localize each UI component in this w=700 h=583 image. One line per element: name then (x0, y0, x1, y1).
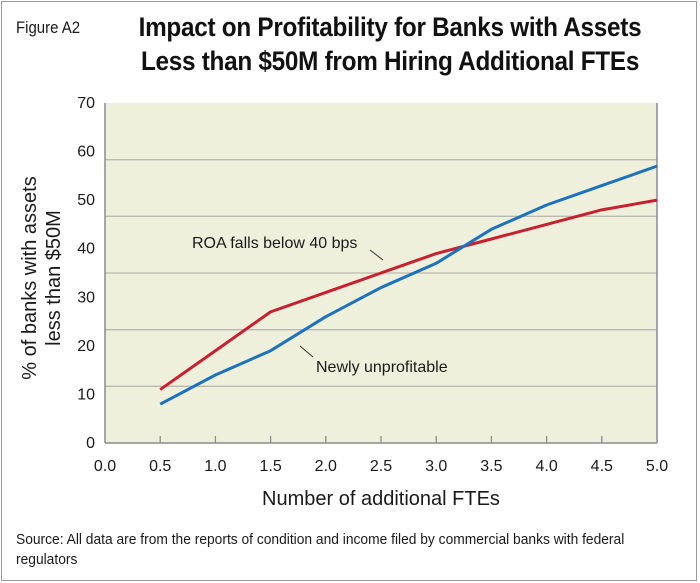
x-tick-label: 5.0 (646, 458, 668, 475)
series-lines (159, 164, 658, 406)
x-axis-title: Number of additional FTEs (262, 488, 500, 510)
annotations: ROA falls below 40 bps Newly unprofitabl… (192, 235, 448, 376)
y-axis-title-line-1: % of banks with assets (19, 176, 41, 379)
x-tick-label: 0.5 (149, 458, 171, 475)
x-tick-label: 1.5 (259, 458, 281, 475)
annotation-roa-falls-below-40-bps: ROA falls below 40 bps (192, 235, 357, 252)
y-axis-ticks: 0 10 20 30 40 50 60 70 (77, 95, 95, 452)
y-tick-label: 50 (77, 192, 95, 209)
figure-label: Figure A2 (16, 18, 81, 37)
y-axis-title-line-2: less than $50M (43, 210, 65, 346)
series-line-newly-unprofitable (159, 164, 658, 406)
y-axis-title: % of banks with assets less than $50M (19, 176, 65, 379)
annotation-leader-roa (369, 249, 384, 261)
chart-title-line-1: Impact on Profitability for Banks with A… (138, 12, 642, 42)
annotation-newly-unprofitable: Newly unprofitable (316, 359, 448, 376)
y-tick-label: 70 (77, 95, 95, 112)
x-tick-label: 2.0 (315, 458, 337, 475)
x-tick-label: 3.5 (480, 458, 502, 475)
x-tick-label: 1.0 (204, 458, 226, 475)
x-tick-label: 4.5 (591, 458, 613, 475)
y-tick-label: 30 (77, 289, 95, 306)
chart-title-line-2: Less than $50M from Hiring Additional FT… (140, 46, 640, 76)
series-line-roa-falls-below-40-bps (159, 198, 658, 391)
x-tick-label: 3.0 (425, 458, 447, 475)
y-tick-label: 60 (77, 144, 95, 161)
y-tick-label: 10 (77, 386, 95, 403)
x-tick-label: 2.5 (370, 458, 392, 475)
y-tick-label: 40 (77, 241, 95, 258)
annotation-leader-newly-unprofitable (299, 345, 314, 358)
source-note: Source: All data are from the reports of… (16, 531, 625, 568)
x-tick-label: 4.0 (535, 458, 557, 475)
y-tick-label: 20 (77, 338, 95, 355)
x-tick-label: 0.0 (94, 458, 116, 475)
chart-title: Impact on Profitability for Banks with A… (138, 10, 642, 78)
y-tick-label: 0 (86, 435, 95, 452)
x-axis-ticks: 0.0 0.5 1.0 1.5 2.0 2.5 3.0 3.5 4.0 4.5 5.0 (94, 436, 668, 475)
